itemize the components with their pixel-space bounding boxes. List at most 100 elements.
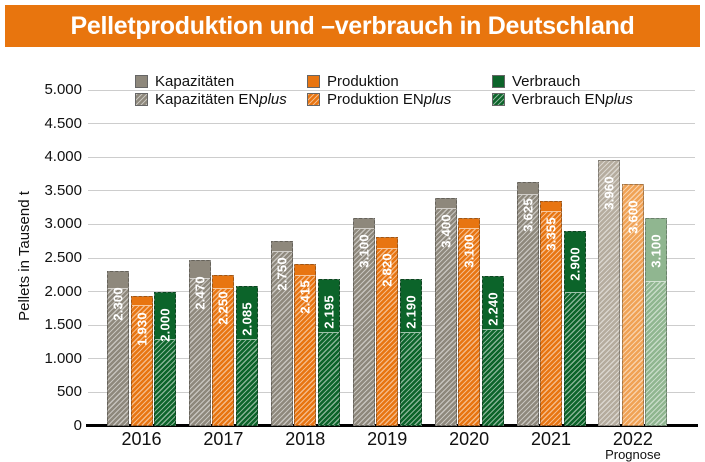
bar-solid-cap-produktion-2020 xyxy=(459,218,480,229)
x-axis-label-2021: 2021 xyxy=(530,429,572,449)
bar-verbrauch-2017: 2.085 xyxy=(235,285,258,426)
y-axis-tick-label: 2.000 xyxy=(44,282,82,300)
y-axis-tick-label: 3.500 xyxy=(44,181,82,199)
y-axis-tick-label: 4.500 xyxy=(44,114,82,132)
bar-solid-cap-kapazitaeten-2017 xyxy=(189,261,210,280)
bar-value-label: 3.100 xyxy=(356,233,372,268)
bar-verbrauch-2018: 2.195 xyxy=(317,278,340,426)
bar-value-label: 3.100 xyxy=(461,233,477,268)
bar-kapazitaeten-2021: 3.625 xyxy=(516,182,539,426)
bar-produktion-2018: 2.415 xyxy=(294,263,317,426)
legend-swatch-produktion xyxy=(307,74,320,88)
legend-label: Kapazitäten xyxy=(155,72,235,90)
bar-solid-cap-produktion-2016 xyxy=(131,297,152,306)
legend-item-verbrauch: Verbrauch xyxy=(492,72,581,90)
legend-label: Verbrauch ENplus xyxy=(512,90,633,108)
bar-solid-cap-kapazitaeten-2016 xyxy=(108,272,128,290)
legend-label: Produktion ENplus xyxy=(327,90,452,108)
gridline xyxy=(88,156,695,158)
bar-solid-cap-verbrauch-2020 xyxy=(482,276,503,330)
bar-solid-cap-verbrauch-2021 xyxy=(564,232,585,293)
bar-solid-cap-kapazitaeten-2018 xyxy=(271,242,292,253)
bar-value-label: 2.300 xyxy=(110,287,126,322)
bar-solid-cap-produktion-2018 xyxy=(295,264,316,276)
bar-produktion-2022: 3.600 xyxy=(621,184,644,426)
bar-value-label: 2.250 xyxy=(215,291,231,325)
bar-solid-cap-kapazitaeten-2021 xyxy=(517,183,538,196)
bar-value-label: 2.190 xyxy=(403,295,419,329)
x-axis-label-2018: 2018 xyxy=(285,429,326,449)
gridline xyxy=(88,190,695,192)
bar-value-label: 3.600 xyxy=(625,200,641,234)
y-axis-tick-label: 0 xyxy=(73,417,82,434)
bar-kapazitaeten-2018: 2.750 xyxy=(270,241,293,426)
bar-verbrauch-2022: 3.100 xyxy=(645,217,668,426)
x-axis-forecast-note: Prognose xyxy=(605,447,661,462)
legend-label: Produktion xyxy=(327,72,399,90)
y-axis-tick-label: 4.000 xyxy=(44,148,82,166)
x-axis-label-2016: 2016 xyxy=(121,429,162,449)
bar-solid-cap-kapazitaeten-2019 xyxy=(353,218,374,229)
x-axis-label-2019: 2019 xyxy=(367,429,408,449)
bar-kapazitaeten-2019: 3.100 xyxy=(352,217,375,426)
bar-solid-cap-verbrauch-2016 xyxy=(155,292,175,340)
bar-kapazitaeten-2016: 2.300 xyxy=(107,271,129,426)
bar-solid-cap-produktion-2021 xyxy=(541,201,561,212)
gridline xyxy=(88,223,695,225)
bar-kapazitaeten-2020: 3.400 xyxy=(434,197,457,426)
legend-item-verbrauch-enplus: Verbrauch ENplus xyxy=(492,90,633,108)
bar-produktion-2021: 3.355 xyxy=(540,200,562,426)
y-axis-tick-label: 1.500 xyxy=(44,316,82,334)
legend-item-kapazitaeten: Kapazitäten xyxy=(135,72,235,90)
bar-value-label: 3.625 xyxy=(520,198,535,233)
bar-value-label: 2.415 xyxy=(297,279,313,314)
bar-solid-cap-verbrauch-2022 xyxy=(646,218,667,283)
bar-value-label: 2.820 xyxy=(379,252,395,287)
bar-produktion-2016: 1.930 xyxy=(130,296,153,426)
chart-title: Pelletproduktion und –verbrauch in Deuts… xyxy=(70,11,635,40)
y-axis-tick-label: 1.000 xyxy=(44,349,82,367)
bar-verbrauch-2021: 2.900 xyxy=(563,231,586,426)
bar-solid-cap-verbrauch-2019 xyxy=(400,279,421,333)
y-axis-tick-label: 2.500 xyxy=(44,249,82,266)
bar-solid-cap-verbrauch-2018 xyxy=(318,279,339,333)
bar-value-label: 3.400 xyxy=(438,213,454,248)
bar-value-label: 3.355 xyxy=(543,216,559,251)
legend-swatch-verbrauch-enplus xyxy=(492,92,505,106)
bar-value-label: 1.930 xyxy=(134,312,149,347)
bar-kapazitaeten-2022: 3.960 xyxy=(598,159,621,426)
bar-value-label: 2.000 xyxy=(157,307,173,342)
bar-verbrauch-2016: 2.000 xyxy=(154,291,176,426)
legend-swatch-produktion-enplus xyxy=(307,92,320,106)
legend-item-produktion: Produktion xyxy=(307,72,399,90)
bar-solid-cap-produktion-2019 xyxy=(377,237,398,249)
bar-value-label: 2.750 xyxy=(274,257,290,291)
legend-label: Verbrauch xyxy=(512,72,581,90)
y-axis-tick-label: 500 xyxy=(56,383,82,401)
legend-swatch-verbrauch xyxy=(492,74,505,88)
bar-produktion-2017: 2.250 xyxy=(212,274,235,426)
bar-value-label: 2.240 xyxy=(485,291,501,326)
gridline xyxy=(88,89,695,91)
legend-swatch-kapazitaeten-enplus xyxy=(135,92,148,106)
legend-item-produktion-enplus: Produktion ENplus xyxy=(307,90,452,108)
legend-swatch-kapazitaeten xyxy=(135,74,148,88)
bar-produktion-2019: 2.820 xyxy=(376,236,399,426)
y-axis-tick-label: 5.000 xyxy=(44,81,82,98)
legend-item-kapazitaeten-enplus: Kapazitäten ENplus xyxy=(135,90,287,108)
bar-value-label: 2.195 xyxy=(321,294,337,329)
bar-produktion-2020: 3.100 xyxy=(458,217,481,426)
bar-value-label: 3.100 xyxy=(648,233,664,268)
bar-solid-cap-verbrauch-2017 xyxy=(236,286,257,340)
x-axis-label-2022: 2022 xyxy=(612,429,653,449)
bar-verbrauch-2019: 2.190 xyxy=(399,278,422,426)
chart-title-banner: Pelletproduktion und –verbrauch in Deuts… xyxy=(5,5,700,47)
bar-value-label: 2.470 xyxy=(192,276,208,310)
bar-verbrauch-2020: 2.240 xyxy=(481,275,504,426)
bar-solid-cap-produktion-2017 xyxy=(213,275,234,290)
bar-value-label: 3.960 xyxy=(601,176,617,210)
gridline xyxy=(88,123,695,125)
legend-label: Kapazitäten ENplus xyxy=(155,90,287,108)
x-axis-line xyxy=(86,424,698,427)
